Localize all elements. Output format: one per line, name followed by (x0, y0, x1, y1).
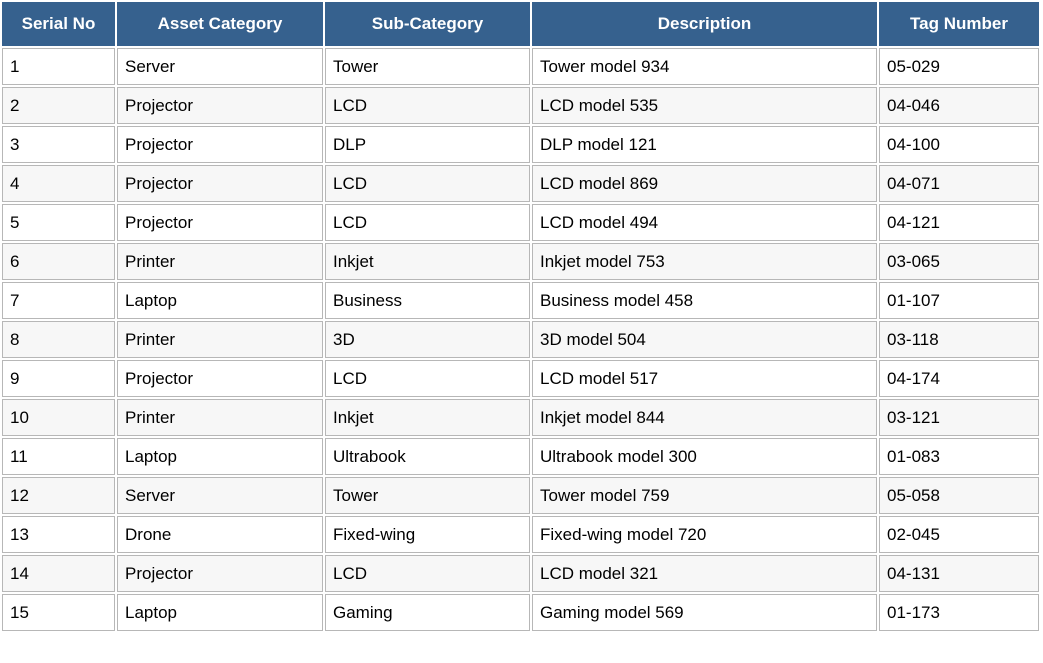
column-header-asset-category: Asset Category (117, 2, 323, 46)
cell-description: 3D model 504 (532, 321, 877, 358)
cell-serial: 3 (2, 126, 115, 163)
table-row: 13 Drone Fixed-wing Fixed-wing model 720 02-… (2, 516, 1039, 553)
cell-sub-category: Business (325, 282, 530, 319)
cell-category: Printer (117, 321, 323, 358)
table-row: 15 Laptop Gaming Gaming model 569 01-173 (2, 594, 1039, 631)
cell-serial: 2 (2, 87, 115, 124)
table-row: 11 Laptop Ultrabook Ultrabook model 300 01-0… (2, 438, 1039, 475)
cell-description: Inkjet model 753 (532, 243, 877, 280)
cell-tag: 05-029 (879, 48, 1039, 85)
cell-description: Ultrabook model 300 (532, 438, 877, 475)
cell-category: Projector (117, 204, 323, 241)
cell-serial: 6 (2, 243, 115, 280)
cell-description: LCD model 321 (532, 555, 877, 592)
table-row: 4 Projector LCD LCD model 869 04-071 (2, 165, 1039, 202)
table-row: 2 Projector LCD LCD model 535 04-046 (2, 87, 1039, 124)
cell-sub-category: Fixed-wing (325, 516, 530, 553)
table-row: 10 Printer Inkjet Inkjet model 844 03-121 (2, 399, 1039, 436)
cell-description: Business model 458 (532, 282, 877, 319)
cell-tag: 04-174 (879, 360, 1039, 397)
cell-sub-category: Tower (325, 477, 530, 514)
cell-serial: 9 (2, 360, 115, 397)
cell-sub-category: LCD (325, 87, 530, 124)
cell-tag: 04-121 (879, 204, 1039, 241)
cell-sub-category: Tower (325, 48, 530, 85)
cell-serial: 11 (2, 438, 115, 475)
cell-serial: 14 (2, 555, 115, 592)
table-row: 6 Printer Inkjet Inkjet model 753 03-065 (2, 243, 1039, 280)
table-row: 7 Laptop Business Business model 458 01-107 (2, 282, 1039, 319)
cell-tag: 04-071 (879, 165, 1039, 202)
column-header-tag-number: Tag Number (879, 2, 1039, 46)
cell-sub-category: Inkjet (325, 399, 530, 436)
cell-tag: 03-118 (879, 321, 1039, 358)
column-header-description: Description (532, 2, 877, 46)
header-row: Serial No Asset Category Sub-Category De… (2, 2, 1039, 46)
column-header-serial-no: Serial No (2, 2, 115, 46)
asset-inventory-table: Serial No Asset Category Sub-Category De… (0, 0, 1041, 633)
table-row: 14 Projector LCD LCD model 321 04-131 (2, 555, 1039, 592)
table-row: 1 Server Tower Tower model 934 05-029 (2, 48, 1039, 85)
cell-description: LCD model 535 (532, 87, 877, 124)
table-row: 12 Server Tower Tower model 759 05-058 (2, 477, 1039, 514)
cell-tag: 04-131 (879, 555, 1039, 592)
table-row: 5 Projector LCD LCD model 494 04-121 (2, 204, 1039, 241)
cell-tag: 02-045 (879, 516, 1039, 553)
cell-tag: 03-065 (879, 243, 1039, 280)
cell-description: DLP model 121 (532, 126, 877, 163)
cell-sub-category: Inkjet (325, 243, 530, 280)
cell-tag: 01-083 (879, 438, 1039, 475)
cell-category: Server (117, 477, 323, 514)
cell-category: Drone (117, 516, 323, 553)
cell-description: LCD model 869 (532, 165, 877, 202)
cell-serial: 13 (2, 516, 115, 553)
cell-description: Inkjet model 844 (532, 399, 877, 436)
cell-description: Tower model 934 (532, 48, 877, 85)
cell-category: Printer (117, 399, 323, 436)
cell-category: Laptop (117, 438, 323, 475)
table-row: 9 Projector LCD LCD model 517 04-174 (2, 360, 1039, 397)
cell-serial: 8 (2, 321, 115, 358)
cell-sub-category: LCD (325, 360, 530, 397)
cell-serial: 1 (2, 48, 115, 85)
cell-serial: 4 (2, 165, 115, 202)
cell-sub-category: 3D (325, 321, 530, 358)
table-header: Serial No Asset Category Sub-Category De… (2, 2, 1039, 46)
column-header-sub-category: Sub-Category (325, 2, 530, 46)
cell-category: Projector (117, 87, 323, 124)
table-row: 3 Projector DLP DLP model 121 04-100 (2, 126, 1039, 163)
cell-tag: 01-173 (879, 594, 1039, 631)
cell-description: LCD model 517 (532, 360, 877, 397)
cell-serial: 15 (2, 594, 115, 631)
cell-serial: 10 (2, 399, 115, 436)
cell-category: Laptop (117, 282, 323, 319)
cell-serial: 7 (2, 282, 115, 319)
table-row: 8 Printer 3D 3D model 504 03-118 (2, 321, 1039, 358)
cell-tag: 01-107 (879, 282, 1039, 319)
cell-serial: 5 (2, 204, 115, 241)
cell-tag: 03-121 (879, 399, 1039, 436)
cell-tag: 04-046 (879, 87, 1039, 124)
cell-description: Fixed-wing model 720 (532, 516, 877, 553)
cell-sub-category: LCD (325, 165, 530, 202)
cell-sub-category: Ultrabook (325, 438, 530, 475)
cell-sub-category: Gaming (325, 594, 530, 631)
cell-category: Projector (117, 555, 323, 592)
cell-category: Projector (117, 360, 323, 397)
cell-description: Gaming model 569 (532, 594, 877, 631)
table-body: 1 Server Tower Tower model 934 05-029 2 Projec… (2, 48, 1039, 631)
cell-description: Tower model 759 (532, 477, 877, 514)
cell-category: Projector (117, 126, 323, 163)
cell-sub-category: LCD (325, 555, 530, 592)
cell-category: Printer (117, 243, 323, 280)
cell-serial: 12 (2, 477, 115, 514)
cell-category: Laptop (117, 594, 323, 631)
cell-sub-category: DLP (325, 126, 530, 163)
cell-category: Server (117, 48, 323, 85)
cell-category: Projector (117, 165, 323, 202)
cell-tag: 05-058 (879, 477, 1039, 514)
cell-description: LCD model 494 (532, 204, 877, 241)
cell-sub-category: LCD (325, 204, 530, 241)
cell-tag: 04-100 (879, 126, 1039, 163)
